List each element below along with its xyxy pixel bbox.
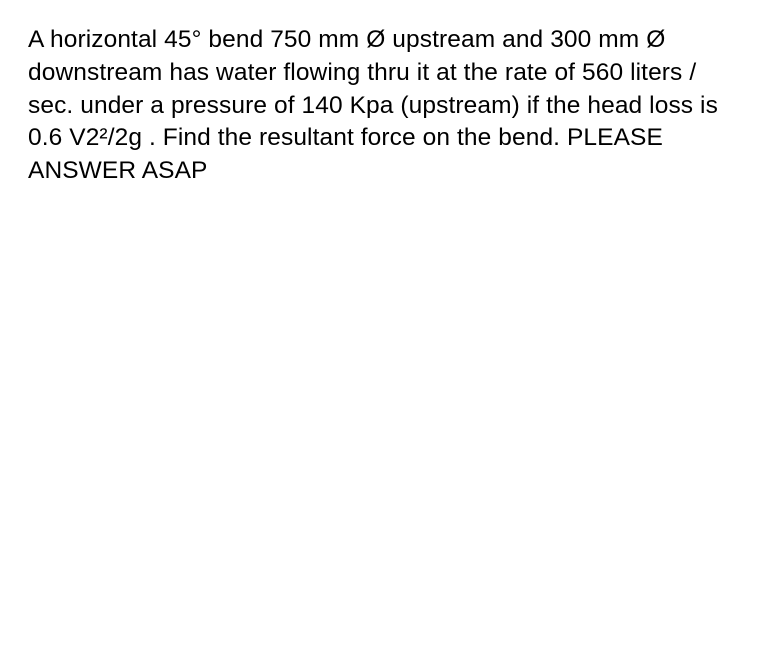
- question-container: A horizontal 45° bend 750 mm Ø upstream …: [0, 0, 769, 212]
- question-text: A horizontal 45° bend 750 mm Ø upstream …: [28, 24, 741, 188]
